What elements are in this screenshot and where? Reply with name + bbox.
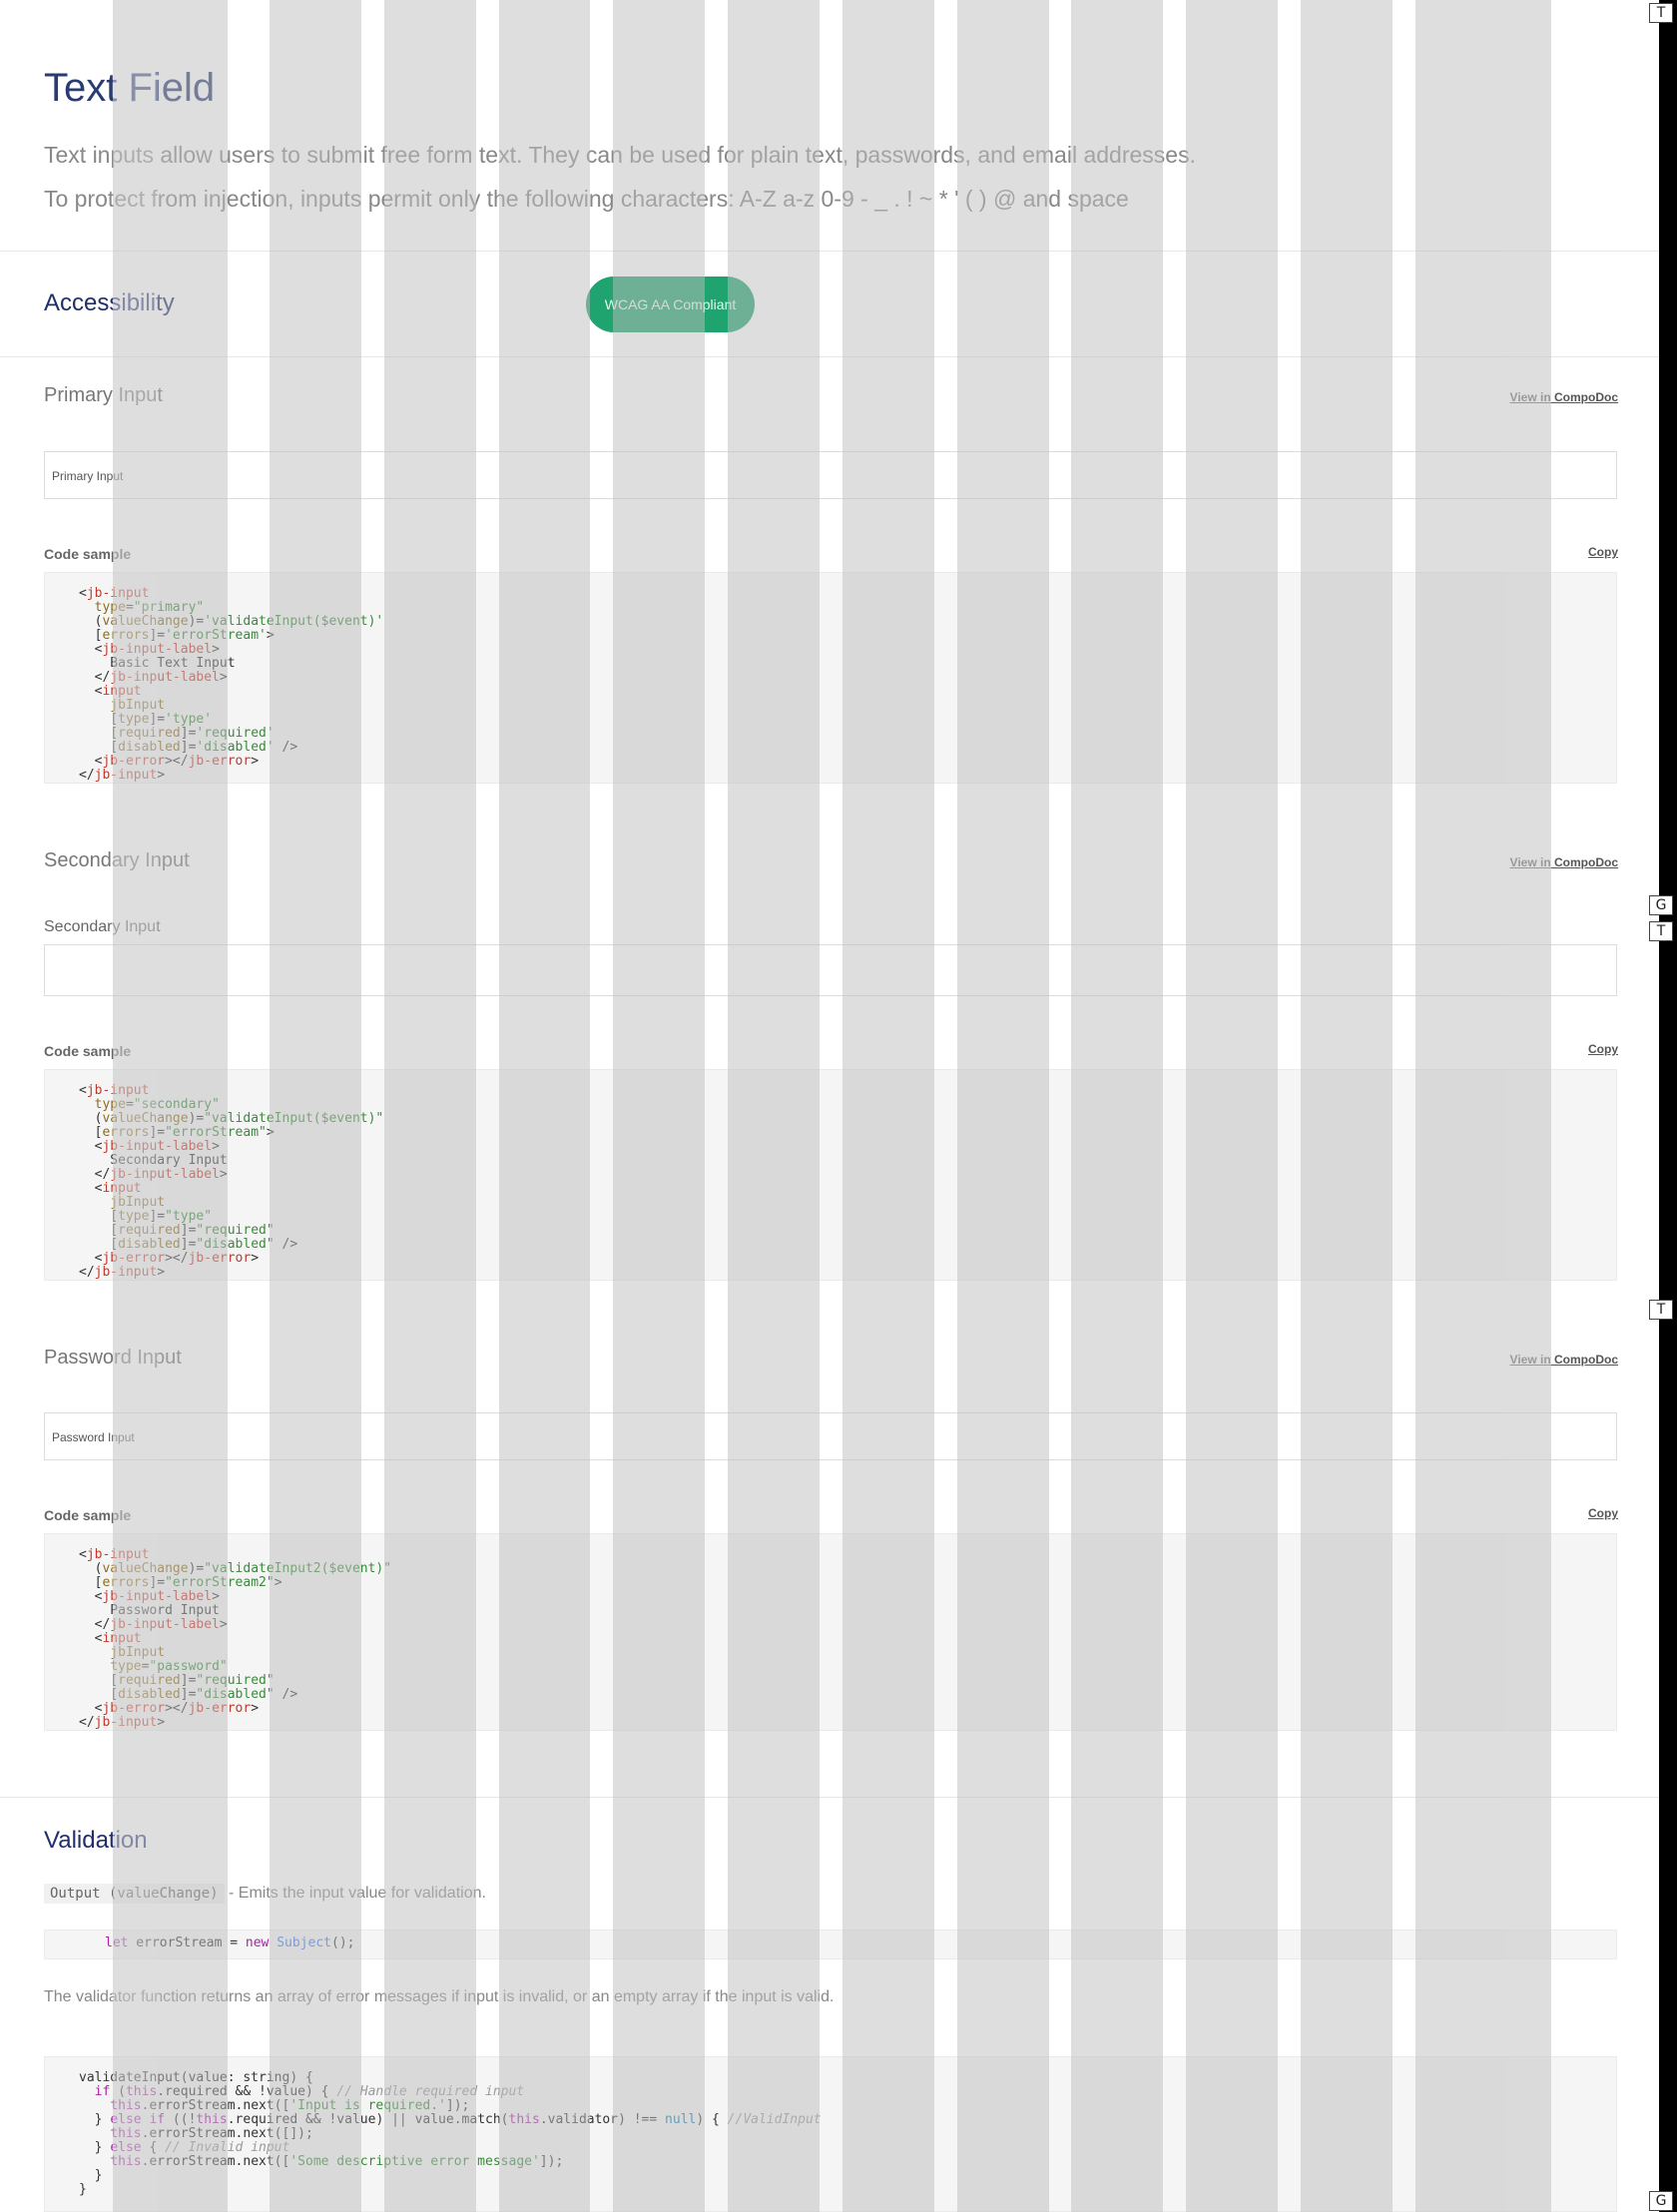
password-code-block: <jb-input (valueChange)="validateInput2(…	[44, 1533, 1617, 1731]
divider	[0, 251, 1659, 252]
output-description: Output (valueChange) - Emits the input v…	[44, 1882, 486, 1906]
page-lead-1: Text inputs allow users to submit free f…	[44, 142, 1196, 168]
secondary-input-field[interactable]	[44, 944, 1617, 996]
primary-input-field[interactable]: Primary Input	[44, 451, 1617, 499]
output-code: Output (valueChange)	[44, 1884, 225, 1904]
primary-code-block: <jb-input type="primary" (valueChange)='…	[44, 572, 1617, 784]
page-lead-2: To protect from injection, inputs permit…	[44, 186, 1129, 212]
scrollbar[interactable]	[1659, 0, 1677, 2212]
side-tag[interactable]: T	[1649, 921, 1673, 941]
side-tag[interactable]: T	[1649, 1300, 1673, 1320]
side-tag[interactable]: T	[1649, 3, 1673, 23]
password-compodoc-link[interactable]: View in CompoDoc	[1509, 1353, 1618, 1367]
secondary-copy-button[interactable]: Copy	[1588, 1042, 1618, 1056]
secondary-input-label: Secondary Input	[44, 918, 161, 935]
password-copy-button[interactable]: Copy	[1588, 1506, 1618, 1520]
password-code-label: Code sample	[44, 1507, 132, 1523]
primary-input-title: Primary Input	[44, 384, 163, 406]
secondary-code-block: <jb-input type="secondary" (valueChange)…	[44, 1069, 1617, 1281]
wcag-badge: WCAG AA Compliant	[586, 276, 755, 332]
divider	[0, 356, 1659, 357]
secondary-compodoc-link[interactable]: View in CompoDoc	[1509, 855, 1618, 869]
secondary-code-label: Code sample	[44, 1043, 132, 1059]
validator-description: The validator function returns an array …	[44, 1988, 835, 2005]
accessibility-title: Accessibility	[44, 289, 175, 316]
error-stream-code: let errorStream = new Subject();	[44, 1930, 1617, 1959]
divider	[0, 1797, 1659, 1798]
output-desc-text: - Emits the input value for validation.	[224, 1885, 486, 1902]
primary-copy-button[interactable]: Copy	[1588, 545, 1618, 559]
page-title: Text Field	[44, 66, 216, 110]
side-tag[interactable]: G	[1649, 895, 1673, 915]
secondary-input-title: Secondary Input	[44, 849, 190, 871]
password-input-field[interactable]: Password Input	[44, 1412, 1617, 1460]
primary-compodoc-link[interactable]: View in CompoDoc	[1509, 390, 1618, 404]
validation-title: Validation	[44, 1827, 148, 1854]
primary-code-label: Code sample	[44, 546, 132, 562]
side-tag[interactable]: G	[1649, 2191, 1673, 2211]
validator-code-block: validateInput(value: string) { if (this.…	[44, 2056, 1617, 2212]
password-input-title: Password Input	[44, 1347, 182, 1369]
